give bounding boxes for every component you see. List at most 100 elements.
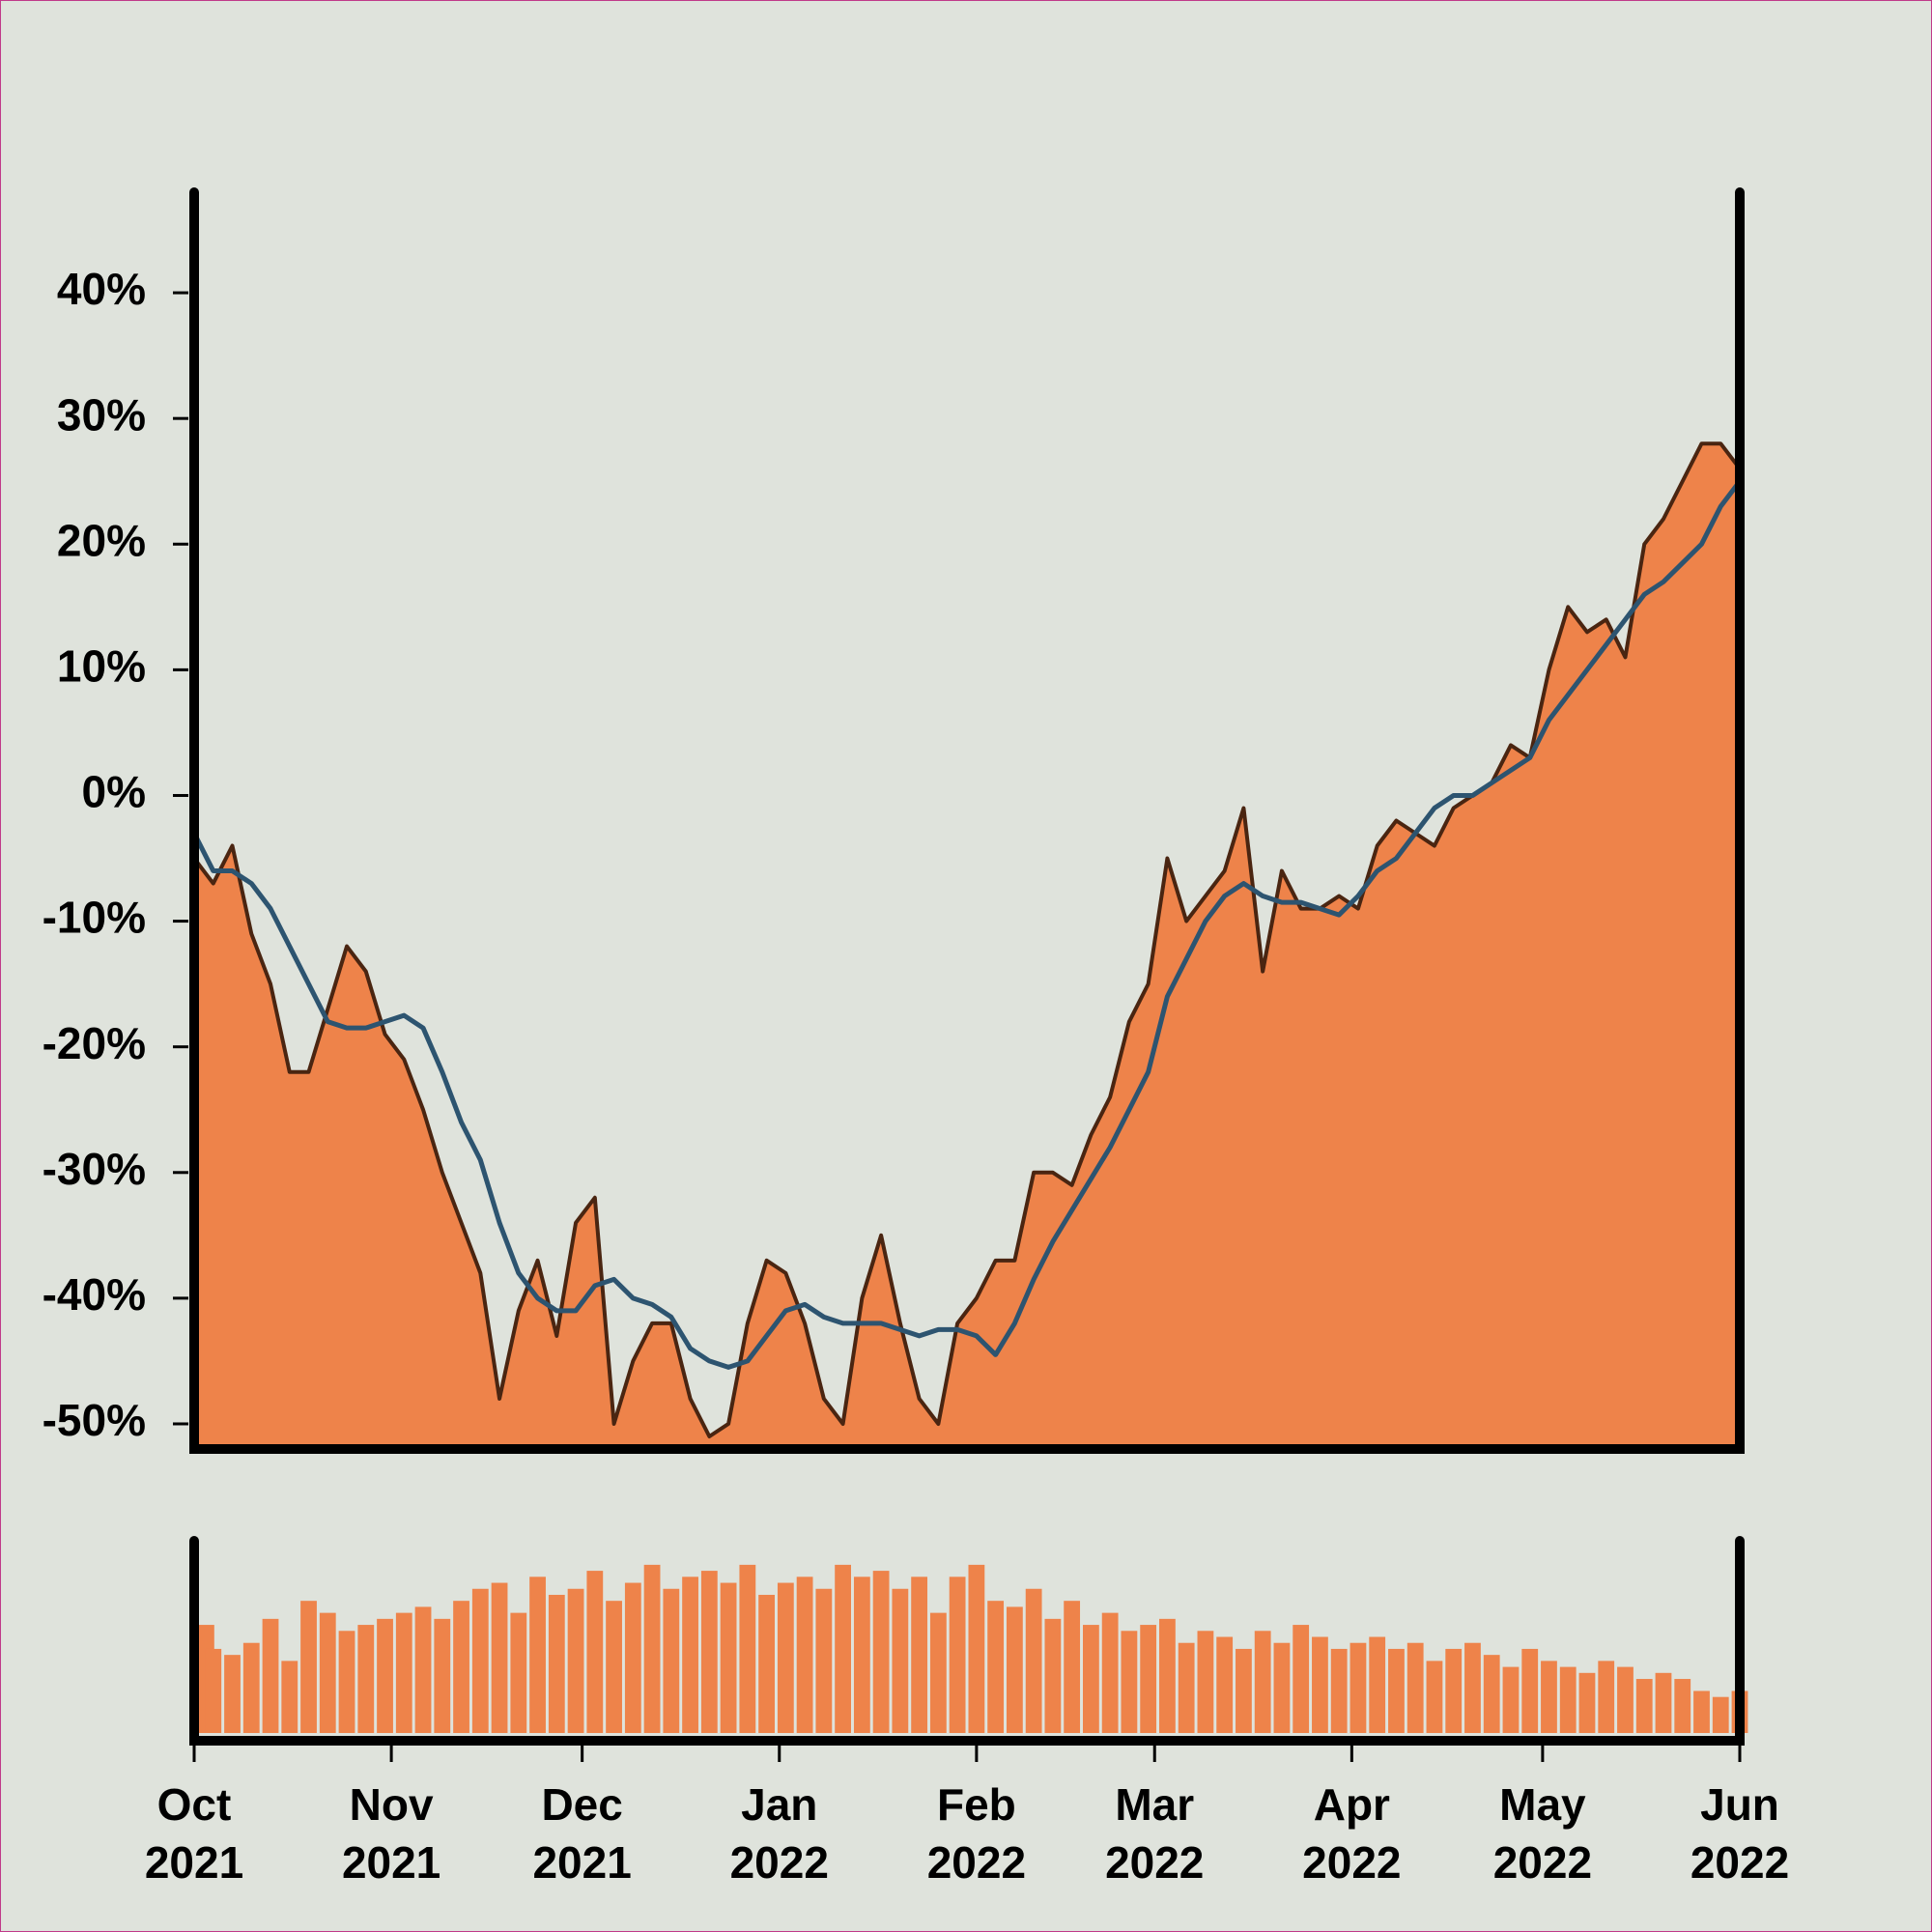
volume-bar <box>949 1577 966 1733</box>
volume-bar <box>510 1612 527 1733</box>
volume-bar <box>434 1618 451 1733</box>
volume-bar <box>835 1564 851 1733</box>
volume-bar <box>720 1582 737 1733</box>
volume-bar <box>1044 1618 1062 1733</box>
volume-bar <box>1101 1612 1119 1733</box>
y-tick-label: -30% <box>43 1144 146 1194</box>
volume-bar <box>1445 1648 1463 1733</box>
volume-bar <box>529 1577 546 1733</box>
x-tick-label: Jan 2022 <box>729 1779 829 1888</box>
volume-bar <box>1140 1625 1157 1733</box>
volume-bar <box>929 1612 947 1733</box>
volume-bar <box>1064 1601 1081 1733</box>
volume-bar <box>281 1661 298 1733</box>
volume-bar <box>1254 1631 1271 1733</box>
x-tick-label: Nov 2021 <box>341 1779 441 1888</box>
volume-bar <box>1617 1666 1634 1733</box>
volume-bar <box>377 1618 393 1733</box>
volume-bar <box>624 1582 641 1733</box>
volume-bar <box>338 1631 355 1733</box>
volume-bar <box>491 1582 508 1733</box>
volume-bar <box>1025 1588 1042 1733</box>
volume-bar <box>414 1606 432 1733</box>
x-tick-label: Jun 2022 <box>1690 1779 1790 1888</box>
x-tick-label: Mar 2022 <box>1105 1779 1205 1888</box>
volume-bar <box>1483 1655 1500 1733</box>
volume-bar <box>1236 1648 1252 1733</box>
volume-bar <box>357 1625 375 1733</box>
area <box>194 443 1740 1450</box>
volume-bar <box>892 1588 909 1733</box>
y-tick-label: -20% <box>43 1018 146 1068</box>
volume-bar <box>1578 1672 1596 1733</box>
volume-bar <box>1159 1618 1176 1733</box>
volume-bar <box>682 1577 698 1733</box>
volume-bar <box>548 1594 565 1733</box>
x-tick-label: Dec 2021 <box>532 1779 632 1888</box>
volume-bar <box>1388 1648 1405 1733</box>
volume-bar <box>224 1655 241 1733</box>
y-tick-label: -10% <box>43 893 146 943</box>
y-tick-label: 10% <box>57 641 146 692</box>
axis-frame <box>189 1536 1745 1746</box>
volume-bar <box>1464 1642 1481 1733</box>
volume-bar <box>1541 1661 1557 1733</box>
volume-bar <box>471 1588 489 1733</box>
volume-bar <box>987 1601 1005 1733</box>
volume-bar <box>1293 1625 1310 1733</box>
volume-bar <box>1559 1666 1577 1733</box>
x-tick-label: Apr 2022 <box>1302 1779 1402 1888</box>
y-tick-label: 20% <box>57 515 146 565</box>
volume-bar <box>853 1577 870 1733</box>
volume-bar <box>1712 1696 1729 1733</box>
volume-bar <box>1426 1661 1443 1733</box>
volume-bar <box>1273 1642 1291 1733</box>
volume-bar <box>1121 1631 1138 1733</box>
volume-bar <box>1635 1679 1653 1733</box>
volume-bar <box>1598 1661 1615 1733</box>
x-tick-label: Oct 2021 <box>144 1779 244 1888</box>
volume-bar <box>1330 1648 1348 1733</box>
volume-bar <box>1216 1636 1234 1733</box>
volume-bar <box>815 1588 833 1733</box>
volume-bar <box>1521 1648 1539 1733</box>
volume-bar <box>586 1571 604 1733</box>
volume-bar <box>1674 1679 1691 1733</box>
y-tick-label: 40% <box>57 264 146 314</box>
volume-bar <box>319 1612 336 1733</box>
volume-bar <box>1406 1642 1424 1733</box>
volume-bar <box>1655 1672 1672 1733</box>
volume-bar <box>205 1648 222 1733</box>
axis-frame <box>189 187 1745 1454</box>
volume-bar <box>1502 1666 1520 1733</box>
volume-bar <box>606 1601 622 1733</box>
y-tick-label: 30% <box>57 389 146 440</box>
volume-bar <box>739 1564 756 1733</box>
volume-bar <box>796 1577 813 1733</box>
volume-bar <box>262 1618 279 1733</box>
x-tick-label: May 2022 <box>1492 1779 1593 1888</box>
y-tick-label: 0% <box>82 767 146 817</box>
volume-bar <box>300 1601 317 1733</box>
volume-bar <box>1083 1625 1099 1733</box>
volume-bar <box>1178 1642 1195 1733</box>
y-tick-label: -40% <box>43 1269 146 1320</box>
volume-bar <box>567 1588 584 1733</box>
volume-bar <box>1350 1642 1367 1733</box>
volume-bar <box>453 1601 469 1733</box>
volume-bar <box>777 1582 794 1733</box>
volume-bar <box>663 1588 680 1733</box>
volume-bar <box>1006 1606 1023 1733</box>
volume-bar <box>968 1564 985 1733</box>
y-tick-label: -50% <box>43 1395 146 1445</box>
volume-bar <box>1693 1690 1710 1733</box>
volume-bar <box>242 1642 260 1733</box>
volume-bar <box>700 1571 718 1733</box>
x-tick-label: Feb 2022 <box>926 1779 1027 1888</box>
volume-bar <box>395 1612 412 1733</box>
moving-average-line <box>191 479 1742 1370</box>
volume-bar <box>1312 1636 1328 1733</box>
volume-bar <box>643 1564 661 1733</box>
